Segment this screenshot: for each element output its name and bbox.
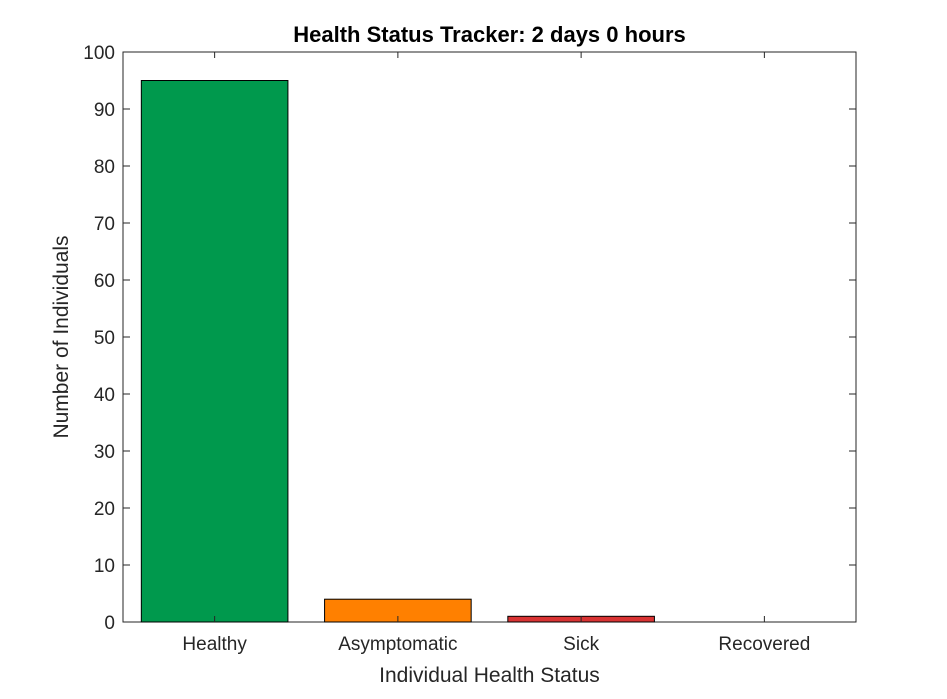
y-tick-label: 90 <box>94 100 115 121</box>
x-tick-label: Asymptomatic <box>338 634 457 655</box>
y-tick-label: 70 <box>94 214 115 235</box>
y-tick-label: 100 <box>83 43 115 64</box>
y-tick-label: 10 <box>94 556 115 577</box>
bars-group <box>140 80 655 623</box>
y-tick-label: 40 <box>94 385 115 406</box>
x-axis-label: Individual Health Status <box>379 664 600 687</box>
y-axis-label: Number of Individuals <box>50 235 73 438</box>
bar-healthy <box>140 80 289 623</box>
y-tick-label: 50 <box>94 328 115 349</box>
y-tick-label: 80 <box>94 157 115 178</box>
chart-title: Health Status Tracker: 2 days 0 hours <box>293 22 686 47</box>
y-axis-ticks: 0 10 20 30 40 50 60 70 80 90 100 <box>83 43 856 634</box>
y-tick-label: 0 <box>104 613 115 634</box>
x-tick-label: Sick <box>563 634 599 655</box>
y-tick-label: 30 <box>94 442 115 463</box>
x-tick-label: Recovered <box>718 634 810 655</box>
y-tick-label: 60 <box>94 271 115 292</box>
x-axis-ticks: Healthy Asymptomatic Sick Recovered <box>182 52 810 655</box>
y-tick-label: 20 <box>94 499 115 520</box>
x-tick-label: Healthy <box>182 634 247 655</box>
